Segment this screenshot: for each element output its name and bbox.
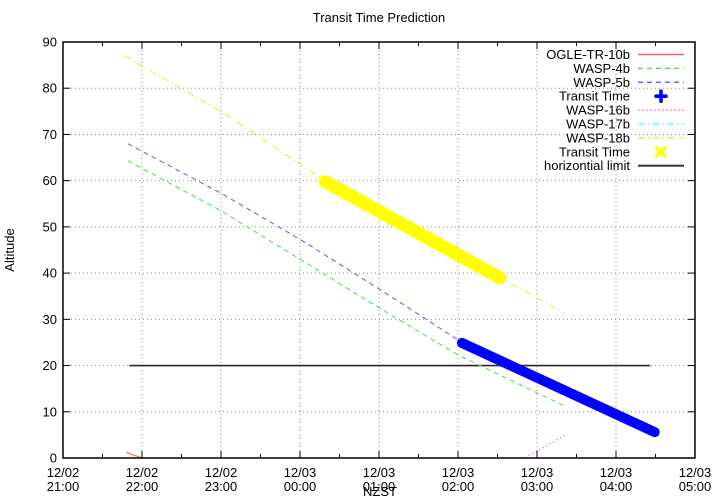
x-tick-label-date: 12/03 <box>363 465 396 480</box>
legend-label: Transit Time <box>559 144 630 159</box>
x-tick-label-date: 12/03 <box>284 465 317 480</box>
series-wasp-18b <box>124 55 565 314</box>
y-tick-label: 90 <box>43 35 57 50</box>
x-tick-label-time: 02:00 <box>442 479 475 494</box>
tick-labels: 12/0221:0012/0222:0012/0223:0012/0300:00… <box>43 35 712 495</box>
x-tick-label-time: 22:00 <box>126 479 159 494</box>
x-tick-label-date: 12/02 <box>47 465 80 480</box>
legend-item: OGLE-TR-10b <box>546 47 684 62</box>
y-tick-label: 40 <box>43 266 57 281</box>
y-tick-label: 80 <box>43 81 57 96</box>
x-tick-label-time: 04:00 <box>600 479 633 494</box>
x-tick-label-time: 00:00 <box>284 479 317 494</box>
y-tick-label: 60 <box>43 173 57 188</box>
legend-item: WASP-16b <box>566 103 684 118</box>
series-transit-time <box>456 337 660 438</box>
legend-item: WASP-17b <box>566 117 684 132</box>
plot-frame <box>62 41 696 459</box>
legend-label: OGLE-TR-10b <box>546 47 630 62</box>
legend-label: horizontial limit <box>544 158 630 173</box>
y-tick-label: 10 <box>43 404 57 419</box>
y-tick-label: 20 <box>43 358 57 373</box>
legend-item: WASP-18b <box>566 130 684 145</box>
y-tick-label: 70 <box>43 127 57 142</box>
y-tick-label: 0 <box>50 451 57 466</box>
x-tick-label-date: 12/02 <box>126 465 159 480</box>
series-wasp-4b <box>127 160 568 408</box>
legend-label: Transit Time <box>559 89 630 104</box>
x-tick-label-time: 21:00 <box>47 479 80 494</box>
y-tick-label: 50 <box>43 219 57 234</box>
legend-label: WASP-17b <box>566 117 630 132</box>
chart-title: Transit Time Prediction <box>313 10 445 25</box>
x-marker-icon <box>655 146 667 158</box>
x-tick-label-date: 12/03 <box>521 465 554 480</box>
x-tick-label-date: 12/03 <box>600 465 633 480</box>
legend-item: WASP-4b <box>573 61 684 76</box>
series-layer <box>124 55 660 459</box>
x-tick-label-date: 12/02 <box>205 465 238 480</box>
x-axis-label: NZST <box>363 484 397 499</box>
y-tick-label: 30 <box>43 312 57 327</box>
x-tick-label-date: 12/03 <box>442 465 475 480</box>
y-axis-label: Altitude <box>2 228 17 271</box>
series-wasp-16b <box>524 433 568 459</box>
x-tick-label-time: 23:00 <box>205 479 238 494</box>
legend-item: Transit Time <box>559 144 667 159</box>
series-ogle-tr-10b <box>126 451 143 459</box>
legend-item: WASP-5b <box>573 75 684 90</box>
legend-item: horizontial limit <box>544 158 684 173</box>
legend-label: WASP-4b <box>573 61 630 76</box>
legend-label: WASP-5b <box>573 75 630 90</box>
x-tick-label-time: 01:00 <box>363 479 396 494</box>
x-tick-label-time: 03:00 <box>521 479 554 494</box>
legend-item: Transit Time <box>559 89 668 104</box>
series-transit-time <box>318 175 507 285</box>
legend-label: WASP-16b <box>566 103 630 118</box>
legend-label: WASP-18b <box>566 130 630 145</box>
series-wasp-5b <box>127 143 655 433</box>
x-tick-label-date: 12/03 <box>679 465 712 480</box>
x-tick-label-time: 05:00 <box>679 479 712 494</box>
plus-marker-icon <box>654 89 668 103</box>
